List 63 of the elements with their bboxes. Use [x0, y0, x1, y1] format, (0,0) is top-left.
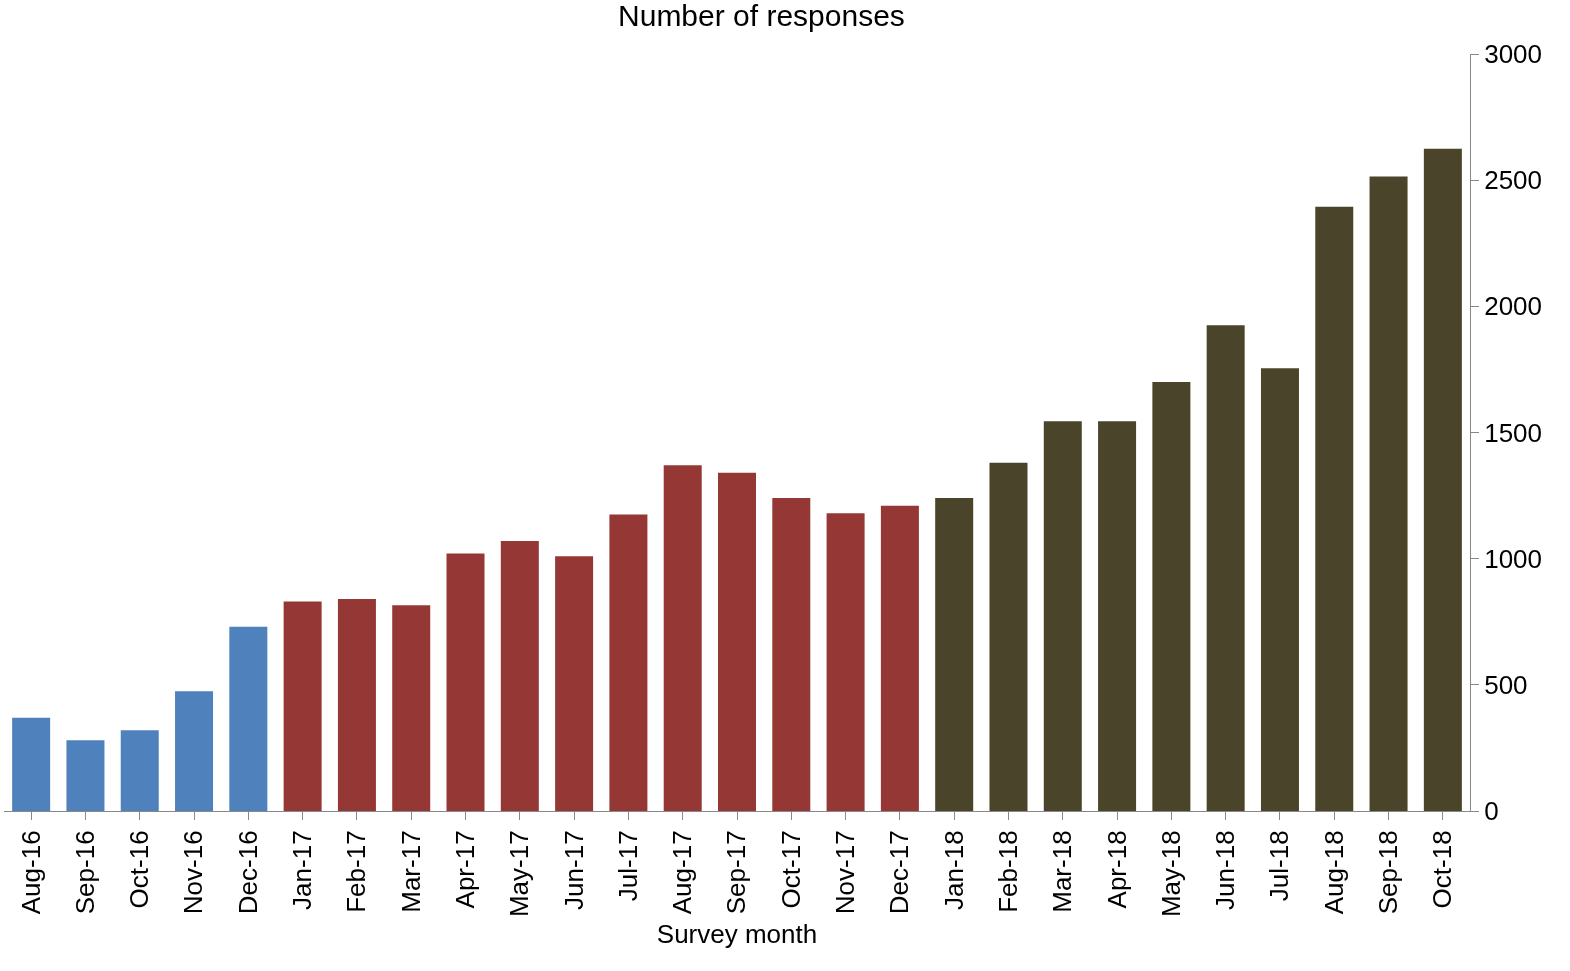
bar — [663, 465, 702, 811]
x-tick-label: Jun-18 — [1210, 830, 1241, 910]
x-tick-label: Mar-17 — [395, 830, 426, 913]
x-tick-label: Feb-18 — [992, 830, 1023, 913]
x-tick-label: Jun-17 — [558, 830, 589, 910]
bar — [826, 513, 865, 811]
x-tick-label: Jul-17 — [612, 830, 643, 902]
bar — [1098, 421, 1137, 811]
x-tick-label: Aug-18 — [1318, 830, 1349, 915]
bar — [989, 462, 1028, 811]
bar — [66, 740, 105, 811]
bar — [1260, 368, 1299, 811]
bar — [935, 498, 974, 811]
x-axis-title: Survey month — [656, 918, 818, 949]
y-tick-label: 0 — [1484, 796, 1499, 827]
bar — [555, 556, 594, 811]
y-tick-label: 2500 — [1484, 165, 1543, 196]
bar — [1152, 382, 1191, 811]
x-tick-label: Mar-18 — [1047, 830, 1078, 913]
x-tick-label: Aug-16 — [15, 830, 46, 915]
x-tick-label: Sep-17 — [721, 830, 752, 915]
bar — [1043, 421, 1082, 811]
bar — [392, 605, 431, 811]
x-tick-label: Sep-16 — [69, 830, 100, 915]
x-tick-label: Oct-18 — [1427, 830, 1458, 909]
bar — [175, 691, 214, 811]
y-tick-label: 1500 — [1484, 417, 1543, 448]
bar — [12, 717, 51, 811]
y-tick-label: 500 — [1484, 669, 1528, 700]
bar — [1315, 206, 1354, 811]
y-tick-label: 2000 — [1484, 291, 1543, 322]
x-tick-label: Dec-17 — [884, 830, 915, 915]
x-tick-label: Oct-16 — [124, 830, 155, 909]
bar — [446, 553, 485, 811]
bar — [1206, 325, 1245, 811]
x-tick-label: Aug-17 — [667, 830, 698, 915]
bar — [718, 472, 756, 811]
x-tick-label: Apr-17 — [449, 830, 480, 909]
bar — [500, 541, 539, 811]
x-tick-label: Apr-18 — [1101, 830, 1132, 909]
y-tick-label: 1000 — [1484, 543, 1543, 574]
bar — [1369, 176, 1408, 811]
bar — [609, 514, 648, 811]
x-tick-label: May-17 — [504, 830, 535, 918]
y-tick-label: 3000 — [1484, 39, 1543, 70]
bar — [283, 601, 322, 811]
x-tick-label: Nov-17 — [830, 830, 861, 915]
bar — [880, 505, 919, 811]
chart-title: Number of responses — [618, 0, 905, 32]
bar — [229, 626, 268, 811]
bar — [1423, 148, 1462, 811]
x-tick-label: Oct-17 — [775, 830, 806, 909]
x-tick-label: Sep-18 — [1373, 830, 1404, 915]
x-tick-label: Dec-16 — [232, 830, 263, 915]
x-tick-label: May-18 — [1155, 830, 1186, 918]
bar — [772, 498, 811, 811]
x-tick-label: Jul-18 — [1264, 830, 1295, 902]
bar — [337, 599, 376, 811]
bar — [120, 730, 159, 811]
x-tick-label: Jan-17 — [287, 830, 318, 910]
x-tick-label: Nov-16 — [178, 830, 209, 915]
x-tick-label: Feb-17 — [341, 830, 372, 913]
x-tick-label: Jan-18 — [938, 830, 969, 910]
